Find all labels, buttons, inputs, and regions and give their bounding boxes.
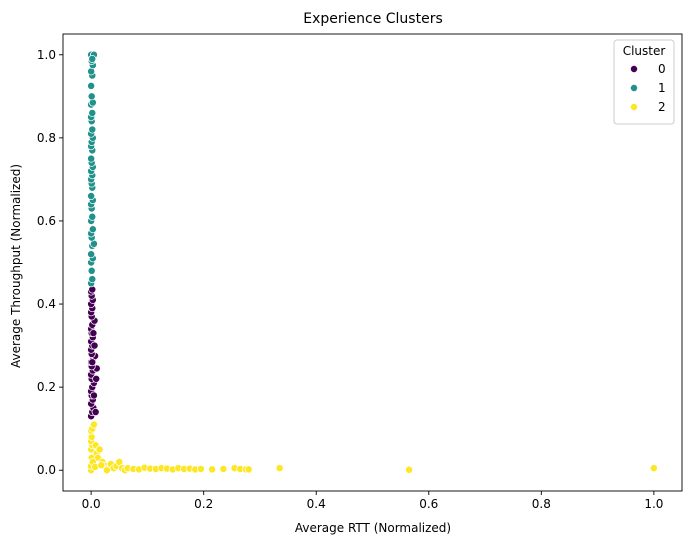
plot-area: 0.0 0.2 0.4 0.6 0.8 1.0 0.0 0.2 0.4 0.6 0.8 1.0 <box>37 33 683 511</box>
legend-label: 2 <box>658 100 666 114</box>
data-point <box>89 391 98 400</box>
legend-label: 0 <box>658 62 666 76</box>
legend-title: Cluster <box>623 44 666 58</box>
data-point <box>90 341 99 350</box>
series-1 <box>87 50 98 288</box>
data-point <box>88 54 97 63</box>
x-tick-label: 0.4 <box>307 497 326 511</box>
y-tick-label: 0.0 <box>37 463 56 477</box>
y-tick-label: 0.8 <box>37 131 56 145</box>
y-tick-label: 0.4 <box>37 297 56 311</box>
legend-item: 1 <box>630 81 666 95</box>
data-point <box>89 329 98 338</box>
data-point <box>87 154 96 163</box>
legend-item: 2 <box>630 100 666 114</box>
legend-marker <box>630 84 638 92</box>
y-tick-label: 1.0 <box>37 48 56 62</box>
data-point <box>275 464 284 473</box>
data-point <box>405 465 414 474</box>
data-point <box>102 466 111 475</box>
data-point <box>95 445 104 454</box>
x-tick-label: 0.8 <box>532 497 551 511</box>
legend-marker <box>630 103 638 111</box>
x-tick-label: 1.0 <box>644 497 663 511</box>
data-point <box>87 250 96 259</box>
legend-marker <box>630 65 638 73</box>
data-point <box>208 465 217 474</box>
data-point <box>97 461 106 470</box>
data-point <box>88 125 97 134</box>
data-point <box>88 108 97 117</box>
data-point <box>649 464 658 473</box>
data-point <box>88 225 97 234</box>
legend-label: 1 <box>658 81 666 95</box>
x-tick-label: 0.0 <box>82 497 101 511</box>
x-tick-label: 0.6 <box>419 497 438 511</box>
data-point <box>88 212 97 221</box>
data-point <box>87 266 96 275</box>
y-axis-label: Average Throughput (Normalized) <box>9 164 23 368</box>
x-tick-label: 0.2 <box>194 497 213 511</box>
legend-box <box>613 39 675 125</box>
data-point <box>91 408 100 417</box>
data-point <box>88 358 97 367</box>
data-point <box>92 374 101 383</box>
y-tick-label: 0.6 <box>37 214 56 228</box>
data-point <box>244 465 253 474</box>
legend-item: 0 <box>630 62 666 76</box>
data-point <box>87 192 96 200</box>
y-tick-label: 0.2 <box>37 380 56 394</box>
legend: Cluster 0 1 2 <box>613 39 675 125</box>
data-point <box>89 420 98 429</box>
data-point <box>87 92 96 101</box>
data-point <box>87 81 96 90</box>
data-point <box>88 275 97 284</box>
chart-title: Experience Clusters <box>303 11 443 27</box>
plot-frame <box>62 33 683 492</box>
data-point <box>196 465 205 473</box>
x-axis-label: Average RTT (Normalized) <box>295 521 451 535</box>
series-0 <box>87 285 101 421</box>
series-2 <box>87 420 658 475</box>
data-point <box>219 465 228 473</box>
